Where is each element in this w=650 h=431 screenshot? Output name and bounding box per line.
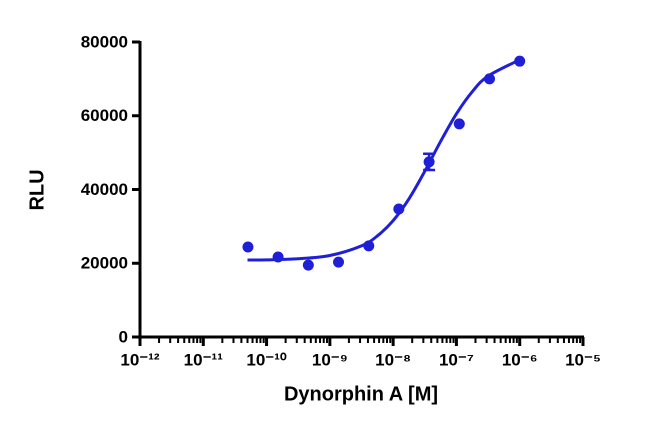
x-tick-label: 10⁻⁸ [375, 350, 411, 369]
y-tick-label: 20000 [81, 254, 128, 273]
x-tick-label: 10⁻⁵ [565, 350, 601, 369]
y-axis-title: RLU [26, 169, 48, 210]
x-tick-label: 10⁻⁷ [439, 350, 474, 369]
x-axis-title: Dynorphin A [M] [284, 383, 438, 405]
y-tick-label: 40000 [81, 180, 128, 199]
data-point [453, 118, 465, 130]
y-tick-label: 0 [119, 327, 128, 346]
x-tick-label: 10⁻⁹ [312, 350, 348, 369]
y-tick-label: 60000 [81, 106, 128, 125]
data-point [302, 259, 314, 271]
data-point [333, 256, 345, 268]
x-tick-label: 10⁻⁶ [502, 350, 538, 369]
x-tick-label: 10⁻¹⁰ [246, 350, 287, 369]
x-tick-label: 10⁻¹² [120, 350, 160, 369]
x-tick-label: 10⁻¹¹ [184, 350, 224, 369]
data-point [242, 241, 254, 253]
fit-curve [247, 58, 521, 262]
y-tick-label: 80000 [81, 32, 128, 51]
